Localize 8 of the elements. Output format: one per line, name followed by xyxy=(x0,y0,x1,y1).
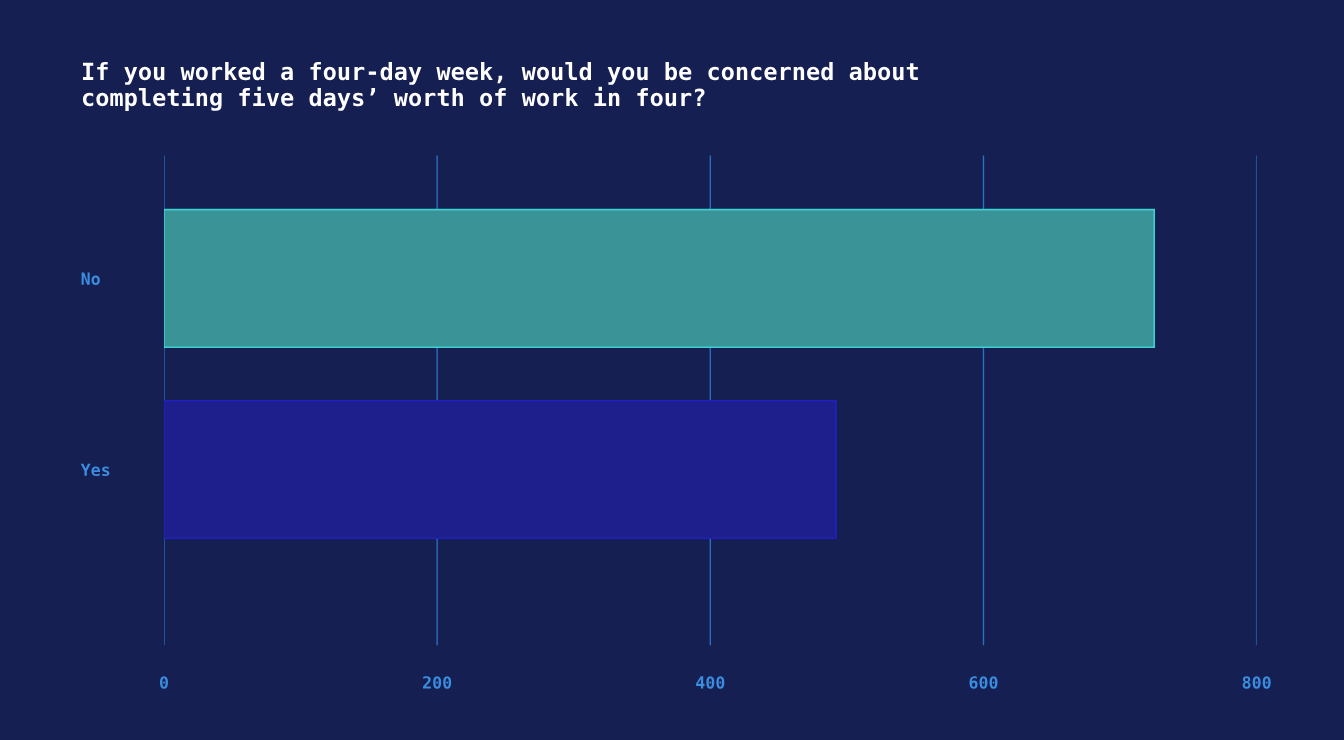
x-tick-label: 400 xyxy=(696,676,725,689)
x-tick-label: 600 xyxy=(969,676,998,689)
x-tick-label: 200 xyxy=(423,676,452,689)
x-tick-label: 0 xyxy=(159,676,168,689)
y-tick-label: Yes xyxy=(80,463,110,477)
y-tick-label: No xyxy=(81,272,100,286)
x-tick-label: 800 xyxy=(1242,676,1271,689)
chart-title: If you worked a four-day week, would you be concerned about completing five days’ worth of work in four? xyxy=(82,62,918,111)
